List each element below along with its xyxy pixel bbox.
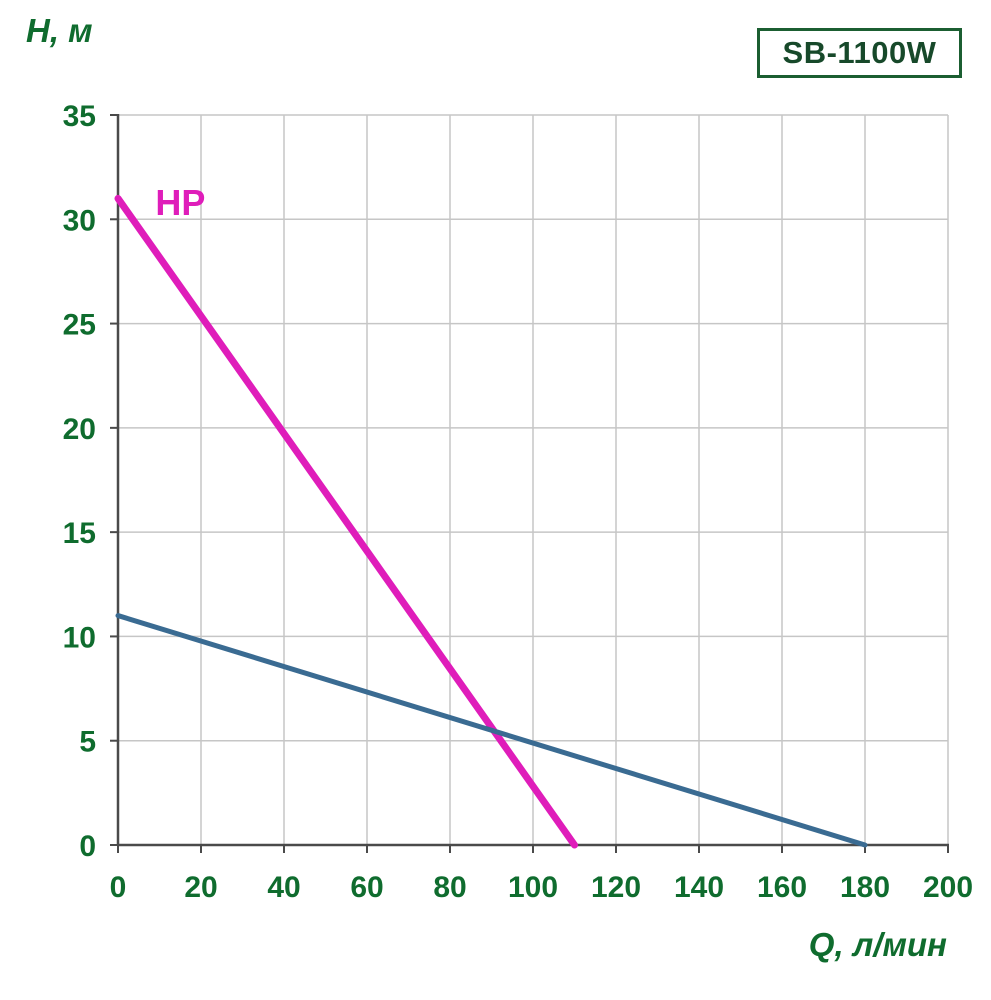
model-badge: SB-1100W: [757, 28, 962, 78]
x-tick-label: 180: [840, 871, 890, 904]
y-axis-title: H, м: [26, 12, 93, 49]
y-tick-label: 15: [63, 517, 96, 550]
y-tick-label: 35: [63, 100, 96, 133]
x-tick-label: 140: [674, 871, 724, 904]
y-tick-label: 5: [79, 726, 96, 759]
x-tick-label: 100: [508, 871, 558, 904]
x-tick-label: 80: [433, 871, 466, 904]
y-tick-label: 10: [63, 621, 96, 654]
y-tick-label: 0: [79, 830, 96, 863]
grid-lines: [117, 114, 949, 846]
x-tick-label: 0: [110, 871, 127, 904]
y-tick-label: 25: [63, 309, 96, 342]
x-tick-label: 160: [757, 871, 807, 904]
x-tick-label: 60: [350, 871, 383, 904]
x-tick-label: 200: [923, 871, 973, 904]
y-tick-label: 30: [63, 204, 96, 237]
y-tick-label: 20: [63, 413, 96, 446]
x-tick-label: 40: [267, 871, 300, 904]
series-line-pump-curve: [115, 613, 868, 848]
x-axis-title: Q, л/мин: [808, 926, 947, 963]
axes: [110, 114, 949, 853]
series-label-HP: HP: [155, 182, 205, 223]
x-tick-label: 20: [184, 871, 217, 904]
series-line-HP: [114, 194, 578, 849]
x-tick-label: 120: [591, 871, 641, 904]
